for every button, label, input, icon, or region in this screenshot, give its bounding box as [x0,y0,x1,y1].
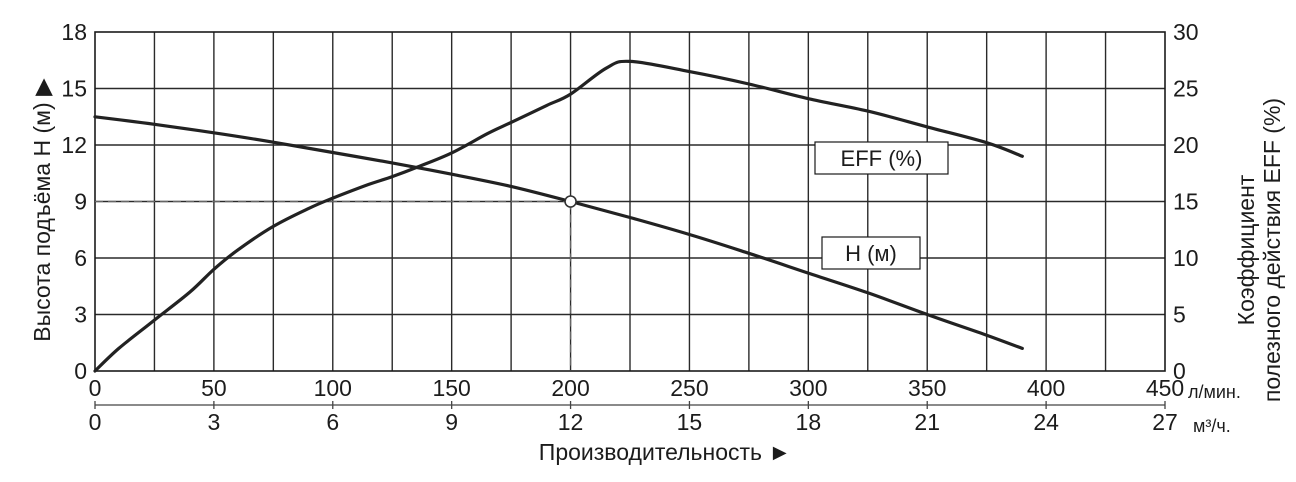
x-lpm-tick-label: 150 [432,375,470,401]
y-axis-left-title: Высота подъёма H (м) ▶ [29,78,55,342]
x-m3h-tick-label: 12 [558,409,584,435]
eff-label-box [814,141,949,175]
y-right-tick-label: 0 [1173,358,1186,384]
series-labels: H (м) EFF (%) [814,141,949,270]
x-lpm-tick-label: 250 [670,375,708,401]
eff-curve [93,59,1024,373]
x-axis-title: Производительность ► [539,439,791,465]
grid [94,31,1166,409]
y-left-tick-label: 15 [61,76,87,102]
x-m3h-tick-label: 21 [914,409,940,435]
x-axis-unit-m3h: м³/ч. [1193,416,1231,436]
x-m3h-tick-label: 0 [89,409,102,435]
y-left-tick-label: 0 [74,358,87,384]
x-lpm-tick-label: 300 [789,375,827,401]
y-left-tick-label: 9 [74,189,87,215]
y-right-tick-label: 25 [1173,76,1199,102]
head-label-box [821,236,921,270]
x-m3h-tick-label: 3 [207,409,220,435]
x-lpm-tick-label: 100 [314,375,352,401]
y-left-tick-label: 12 [61,132,87,158]
y-left-tick-label: 3 [74,302,87,328]
x-m3h-tick-label: 24 [1033,409,1059,435]
y-axis-right-title-line1: Коэффициент [1233,174,1259,325]
x-m3h-tick-label: 9 [445,409,458,435]
x-m3h-tick-label: 15 [677,409,703,435]
x-lpm-tick-label: 400 [1027,375,1065,401]
curves [93,59,1024,373]
y-right-tick-label: 10 [1173,245,1199,271]
eff-series-label: EFF (%) [841,146,923,171]
x-axis-unit-lpm: л/мин. [1188,382,1241,402]
x-lpm-tick-label: 350 [908,375,946,401]
x-lpm-tick-label: 0 [89,375,102,401]
x-lpm-tick-label: 50 [201,375,227,401]
y-right-tick-label: 30 [1173,19,1199,45]
y-axis-right-title-line2: полезного действия EFF (%) [1259,98,1285,402]
operating-point-marker [564,195,577,208]
head-series-label: H (м) [845,241,897,266]
x-m3h-tick-label: 6 [326,409,339,435]
x-lpm-tick-label: 200 [551,375,589,401]
x-lpm-tick-label: 450 [1146,375,1184,401]
y-left-tick-label: 6 [74,245,87,271]
x-m3h-tick-label: 27 [1152,409,1178,435]
y-right-tick-label: 5 [1173,302,1186,328]
y-left-tick-label: 18 [61,19,87,45]
x-m3h-tick-label: 18 [796,409,822,435]
y-right-tick-label: 15 [1173,189,1199,215]
y-right-tick-label: 20 [1173,132,1199,158]
